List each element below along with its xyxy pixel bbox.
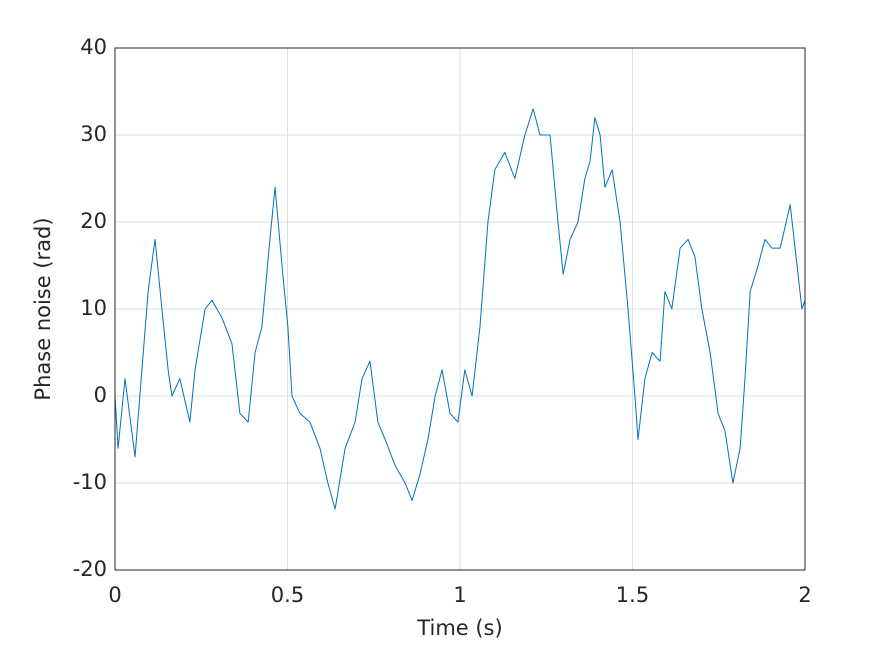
y-tick-label: 30	[80, 122, 107, 146]
y-tick-label: 40	[80, 35, 107, 59]
y-axis-label: Phase noise (rad)	[31, 217, 55, 400]
x-axis-label: Time (s)	[416, 616, 502, 640]
line-series	[114, 108, 806, 510]
y-tick-label: 0	[94, 383, 107, 407]
plot-frame	[114, 47, 806, 571]
x-tick-label: 1.5	[616, 583, 649, 607]
y-tick-label: 10	[80, 296, 107, 320]
x-tick-label: 0.5	[271, 583, 304, 607]
x-tick-label: 1	[453, 583, 466, 607]
y-tick-label: 20	[80, 209, 107, 233]
y-tick-label: -10	[73, 470, 107, 494]
x-tick-label: 2	[798, 583, 811, 607]
y-tick-label: -20	[73, 557, 107, 581]
x-tick-label: 0	[108, 583, 121, 607]
